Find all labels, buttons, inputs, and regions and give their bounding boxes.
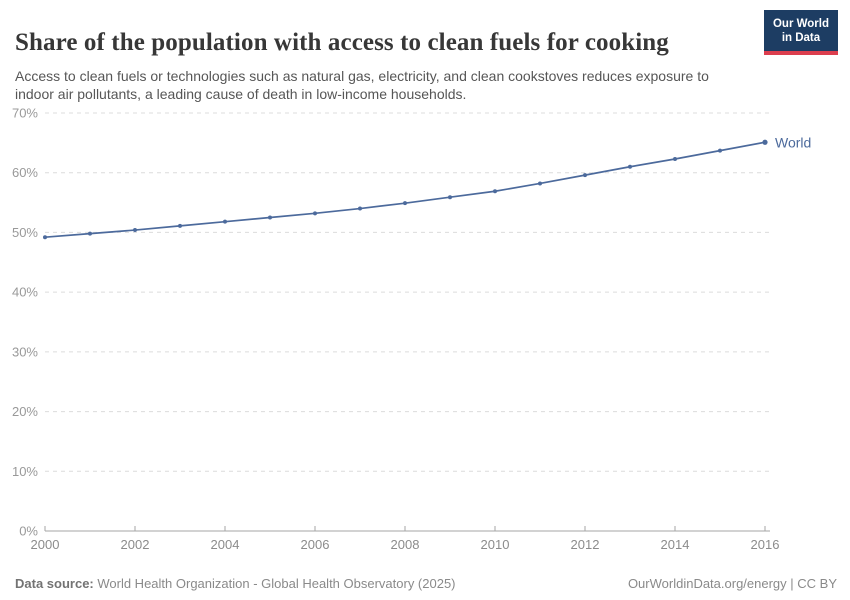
y-axis-tick-label: 70% xyxy=(12,106,38,121)
y-axis-tick-label: 20% xyxy=(12,404,38,419)
chart-subtitle: Access to clean fuels or technologies su… xyxy=(15,68,709,103)
data-point[interactable] xyxy=(313,211,317,216)
y-axis-tick-label: 30% xyxy=(12,344,38,359)
data-point[interactable] xyxy=(673,156,677,161)
data-point[interactable] xyxy=(628,164,632,169)
data-source-value: World Health Organization - Global Healt… xyxy=(93,576,456,591)
y-axis-tick-label: 10% xyxy=(12,464,38,479)
y-axis-tick-label: 0% xyxy=(19,524,38,539)
x-axis-tick-label: 2006 xyxy=(301,537,330,552)
series-line xyxy=(44,141,766,239)
series-end-label[interactable]: World xyxy=(775,134,811,150)
x-axis-tick-label: 2004 xyxy=(211,537,240,552)
data-point[interactable] xyxy=(762,139,768,145)
x-axis-tick-label: 2002 xyxy=(121,537,150,552)
x-axis-tick-label: 2000 xyxy=(31,537,60,552)
data-point[interactable] xyxy=(448,195,452,200)
y-axis-tick-label: 60% xyxy=(12,165,38,180)
data-point[interactable] xyxy=(268,215,272,220)
chart-title: Share of the population with access to c… xyxy=(15,28,669,56)
data-point[interactable] xyxy=(133,228,137,233)
x-axis-tick-label: 2012 xyxy=(571,537,600,552)
owid-logo-line1: Our World xyxy=(772,18,829,30)
data-source-label: Data source: xyxy=(15,576,94,591)
data-point[interactable] xyxy=(583,173,587,178)
data-point[interactable] xyxy=(43,235,47,240)
x-axis-tick-label: 2010 xyxy=(481,537,510,552)
data-point[interactable] xyxy=(538,181,542,186)
y-axis-tick-label: 50% xyxy=(12,225,38,240)
line-chart: 0% 10% 20% 30% 40% 50% 60% 70% 2000 2002 2004 2006 2… xyxy=(12,106,811,553)
data-point[interactable] xyxy=(223,219,227,224)
x-axis-tick-label: 2008 xyxy=(391,537,420,552)
y-axis-tick-label: 40% xyxy=(12,285,38,300)
attribution-link[interactable]: OurWorldinData.org/energy | CC BY xyxy=(627,576,837,591)
chart-footer: Data source: World Health Organization -… xyxy=(15,576,837,591)
data-point[interactable] xyxy=(403,201,407,206)
x-axis-tick-label: 2014 xyxy=(661,537,690,552)
data-point[interactable] xyxy=(493,189,497,194)
owid-logo-line2: in Data xyxy=(781,32,821,45)
data-point[interactable] xyxy=(178,223,182,228)
data-source-note: Data source: World Health Organization -… xyxy=(15,576,456,591)
data-point[interactable] xyxy=(718,148,722,153)
data-point[interactable] xyxy=(88,231,92,236)
owid-logo[interactable]: Our World in Data xyxy=(763,10,838,55)
x-axis-tick-label: 2016 xyxy=(751,537,780,552)
data-point[interactable] xyxy=(358,206,362,211)
